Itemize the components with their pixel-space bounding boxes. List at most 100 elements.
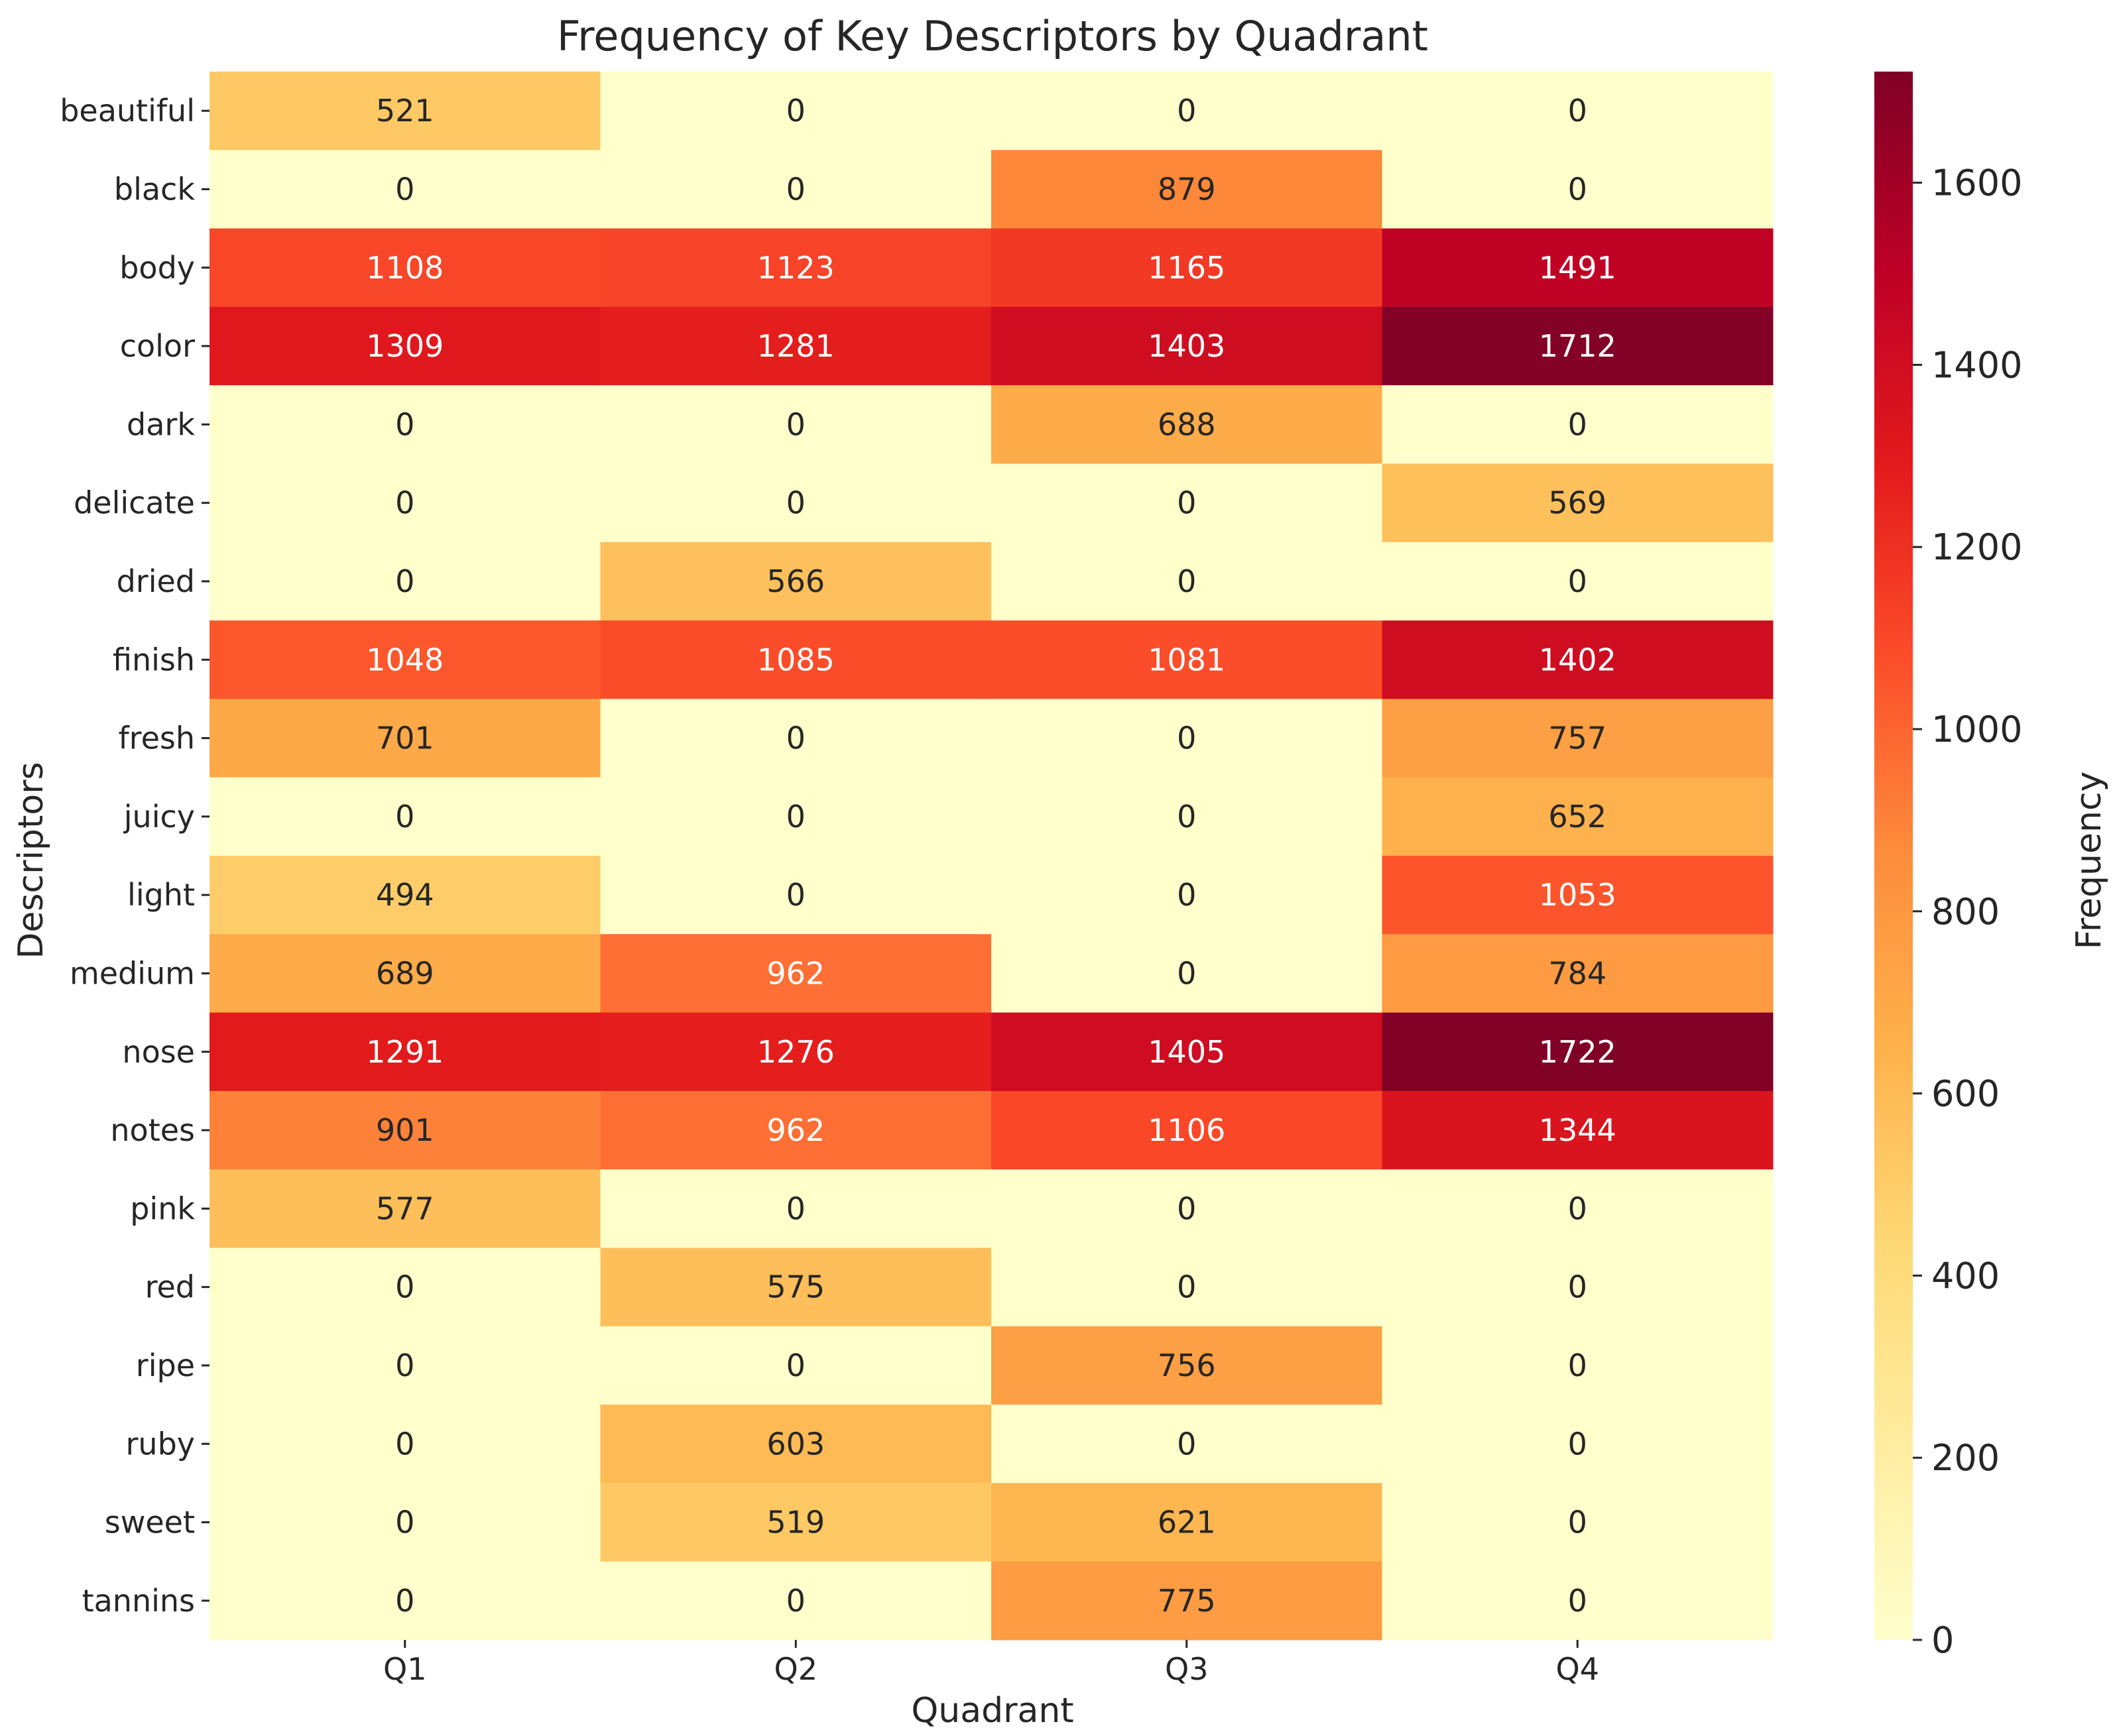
- cell-value-label: 1108: [366, 250, 444, 286]
- heatmap-cell: [991, 542, 1382, 621]
- heatmap-cell: [991, 228, 1382, 308]
- cell-value-label: 1291: [366, 1034, 444, 1070]
- cell-value-label: 0: [786, 485, 806, 521]
- cell-value-label: 0: [1177, 485, 1196, 521]
- heatmap-cell: [210, 1169, 601, 1248]
- cell-value-label: 0: [1177, 1426, 1196, 1462]
- cell-value-label: 0: [1568, 1190, 1587, 1226]
- y-tick-label: delicate: [74, 485, 195, 521]
- y-tick-label: fresh: [118, 721, 195, 756]
- heatmap-cell: [991, 934, 1382, 1013]
- cell-value-label: 756: [1158, 1348, 1216, 1383]
- heatmap-cell: [1382, 306, 1774, 386]
- heatmap-cell: [1382, 228, 1774, 308]
- cell-value-label: 0: [1568, 1269, 1587, 1305]
- cell-value-label: 575: [766, 1269, 825, 1305]
- x-axis-label: Quadrant: [911, 1691, 1073, 1731]
- y-tick-label: finish: [113, 642, 195, 677]
- heatmap-cell: [1382, 777, 1774, 856]
- cell-value-label: 0: [1568, 406, 1587, 442]
- colorbar: [1874, 72, 1913, 1640]
- y-axis-ticks: beautiful black body color dark delicate dried…: [60, 93, 210, 1619]
- y-tick-label: nose: [122, 1034, 195, 1070]
- heatmap-cell-labels: 521 0 0 0 0 0 879 0 1108 1123 1165 1491 1309 1281 1403…: [366, 93, 1616, 1619]
- cell-value-label: 577: [376, 1190, 434, 1226]
- y-tick-label: color: [120, 328, 195, 364]
- heatmap-cell: [991, 72, 1382, 150]
- heatmap-cell: [600, 934, 992, 1013]
- heatmap-cell: [600, 699, 992, 778]
- heatmap-cell: [991, 699, 1382, 778]
- cell-value-label: 1106: [1148, 1112, 1225, 1148]
- cell-value-label: 0: [786, 406, 806, 442]
- colorbar-tick-label: 1400: [1931, 344, 2022, 386]
- cell-value-label: 0: [1568, 1426, 1587, 1462]
- cell-value-label: 0: [786, 799, 806, 835]
- heatmap-cell: [210, 934, 601, 1013]
- cell-value-label: 1405: [1148, 1034, 1225, 1070]
- cell-value-label: 1712: [1539, 328, 1616, 364]
- colorbar-ticks: 0 200 400 600 800 1000 1200 1400 1600: [1913, 162, 2022, 1661]
- cell-value-label: 0: [786, 721, 806, 756]
- heatmap-cell: [600, 542, 992, 621]
- colorbar-tick-label: 200: [1931, 1437, 2000, 1479]
- cell-value-label: 0: [395, 563, 414, 599]
- colorbar-tick-label: 400: [1931, 1255, 2000, 1297]
- y-tick-label: sweet: [105, 1505, 195, 1540]
- cell-value-label: 1276: [757, 1034, 835, 1070]
- cell-value-label: 0: [395, 1505, 414, 1540]
- heatmap-cell: [600, 1012, 992, 1092]
- colorbar-tick-label: 0: [1931, 1619, 1954, 1661]
- cell-value-label: 494: [376, 877, 434, 913]
- y-tick-label: pink: [130, 1190, 195, 1226]
- heatmap-cell: [600, 1326, 992, 1405]
- cell-value-label: 652: [1548, 799, 1606, 835]
- heatmap-cell: [1382, 72, 1774, 150]
- cell-value-label: 1344: [1539, 1112, 1616, 1148]
- y-tick-label: juicy: [123, 799, 195, 835]
- cell-value-label: 0: [395, 1583, 414, 1619]
- heatmap-cell: [991, 1483, 1382, 1562]
- colorbar-tick-label: 600: [1931, 1073, 2000, 1115]
- cell-value-label: 0: [1568, 1583, 1587, 1619]
- x-tick-label: Q1: [383, 1651, 426, 1687]
- heatmap-cell: [600, 463, 992, 543]
- cell-value-label: 0: [786, 877, 806, 913]
- heatmap-cell: [210, 150, 601, 229]
- cell-value-label: 879: [1158, 171, 1216, 207]
- heatmap-cell: [210, 1561, 601, 1641]
- cell-value-label: 701: [376, 721, 434, 756]
- cell-value-label: 962: [766, 955, 825, 991]
- heatmap-cell: [1382, 1405, 1774, 1483]
- heatmap-cell: [210, 1012, 601, 1092]
- cell-value-label: 0: [786, 1190, 806, 1226]
- cell-value-label: 775: [1158, 1583, 1216, 1619]
- heatmap-cell: [991, 856, 1382, 935]
- heatmap-cell: [210, 1326, 601, 1405]
- colorbar-tick-label: 800: [1931, 891, 2000, 933]
- cell-value-label: 521: [376, 93, 434, 129]
- cell-value-label: 0: [1177, 877, 1196, 913]
- heatmap-cell: [600, 385, 992, 464]
- heatmap-cell: [1382, 463, 1774, 543]
- heatmap-cell: [210, 856, 601, 935]
- cell-value-label: 757: [1548, 721, 1606, 756]
- y-tick-label: dried: [117, 563, 195, 599]
- cell-value-label: 1085: [757, 642, 835, 677]
- heatmap-cell: [210, 1483, 601, 1562]
- heatmap-cell: [600, 1247, 992, 1327]
- heatmap-cell: [991, 1326, 1382, 1405]
- cell-value-label: 0: [1177, 721, 1196, 756]
- heatmap-cell: [1382, 150, 1774, 229]
- cell-value-label: 0: [786, 93, 806, 129]
- heatmap-cell: [991, 306, 1382, 386]
- heatmap-cell: [210, 228, 601, 308]
- cell-value-label: 0: [786, 1348, 806, 1383]
- colorbar-tick-label: 1600: [1931, 162, 2022, 204]
- heatmap-cell: [600, 1561, 992, 1641]
- cell-value-label: 0: [1568, 93, 1587, 129]
- heatmap-cell: [210, 306, 601, 386]
- heatmap-cell: [210, 72, 601, 150]
- y-tick-label: body: [119, 250, 195, 286]
- heatmap-cell: [1382, 385, 1774, 464]
